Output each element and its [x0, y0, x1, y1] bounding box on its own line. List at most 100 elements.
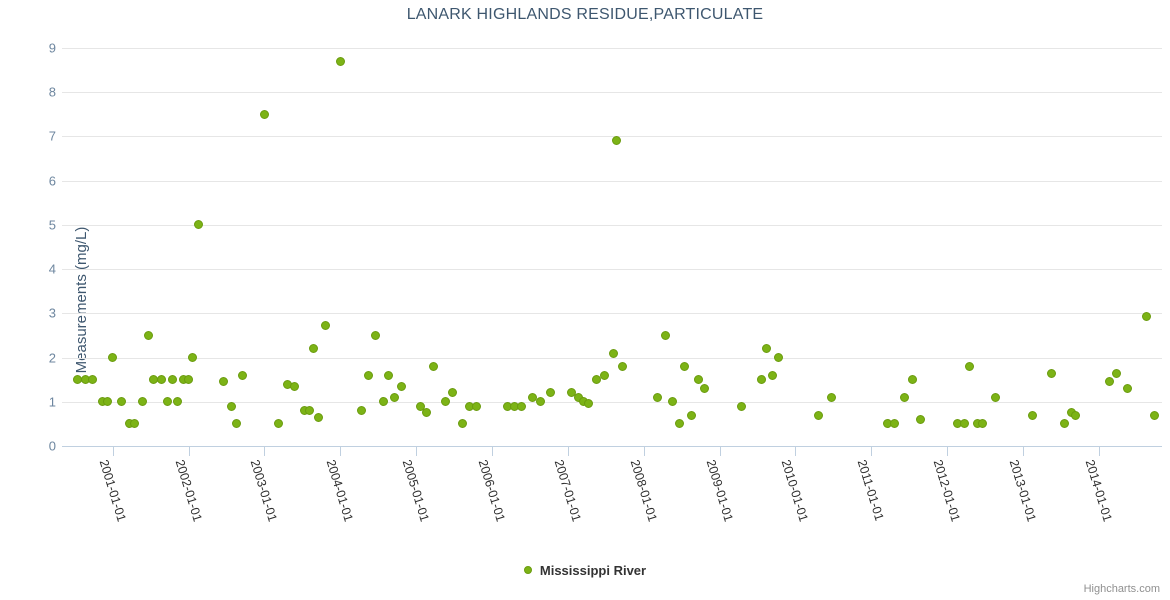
- data-point[interactable]: [813, 410, 823, 420]
- data-point[interactable]: [653, 392, 663, 402]
- data-point[interactable]: [440, 397, 450, 407]
- data-point[interactable]: [517, 401, 527, 411]
- x-axis-tick-mark: [340, 447, 342, 456]
- x-axis-tick-mark: [947, 447, 949, 456]
- x-axis-tick-mark: [112, 447, 114, 456]
- data-point[interactable]: [188, 353, 198, 363]
- data-point[interactable]: [1142, 311, 1152, 321]
- data-point[interactable]: [308, 344, 318, 354]
- data-point[interactable]: [1060, 419, 1070, 429]
- data-point[interactable]: [184, 375, 194, 385]
- data-point[interactable]: [259, 109, 269, 119]
- data-point[interactable]: [148, 375, 158, 385]
- x-axis-tick-mark: [1023, 447, 1025, 456]
- data-point[interactable]: [960, 419, 969, 429]
- data-point[interactable]: [448, 388, 458, 398]
- data-point[interactable]: [1111, 368, 1121, 378]
- data-point[interactable]: [827, 392, 837, 402]
- data-point[interactable]: [978, 419, 988, 429]
- data-point[interactable]: [162, 397, 172, 407]
- data-point[interactable]: [472, 401, 482, 411]
- data-point[interactable]: [1149, 410, 1159, 420]
- data-point[interactable]: [762, 344, 772, 354]
- data-point[interactable]: [767, 370, 777, 380]
- data-point[interactable]: [899, 392, 909, 402]
- data-point[interactable]: [583, 399, 593, 409]
- data-point[interactable]: [363, 370, 373, 380]
- data-point[interactable]: [193, 220, 203, 230]
- data-point[interactable]: [1047, 368, 1057, 378]
- legend-item[interactable]: Mississippi River: [523, 563, 646, 578]
- data-point[interactable]: [226, 401, 236, 411]
- data-point[interactable]: [422, 408, 432, 418]
- x-axis-tick-mark: [492, 447, 494, 456]
- data-point[interactable]: [609, 348, 619, 358]
- data-point[interactable]: [129, 419, 139, 429]
- gridline: [62, 401, 1162, 403]
- data-point[interactable]: [304, 406, 314, 416]
- data-point[interactable]: [429, 361, 438, 371]
- data-point[interactable]: [138, 397, 148, 407]
- data-point[interactable]: [773, 353, 783, 363]
- x-axis-tick-mark: [416, 447, 418, 456]
- data-point[interactable]: [687, 410, 697, 420]
- data-point[interactable]: [102, 397, 112, 407]
- data-point[interactable]: [457, 419, 467, 429]
- data-point[interactable]: [693, 375, 703, 385]
- data-point[interactable]: [612, 136, 622, 146]
- gridline: [62, 180, 1162, 182]
- y-axis-tick-label: 3: [48, 305, 56, 321]
- data-point[interactable]: [890, 419, 900, 429]
- data-point[interactable]: [88, 375, 98, 385]
- data-point[interactable]: [1104, 377, 1114, 387]
- data-point[interactable]: [219, 377, 229, 387]
- data-point[interactable]: [546, 388, 556, 398]
- data-point[interactable]: [396, 381, 406, 391]
- data-point[interactable]: [756, 375, 766, 385]
- data-point[interactable]: [232, 419, 242, 429]
- data-point[interactable]: [415, 401, 425, 411]
- data-point[interactable]: [108, 353, 118, 363]
- data-point[interactable]: [599, 370, 609, 380]
- highcharts-credit[interactable]: Highcharts.com: [1083, 583, 1160, 595]
- data-point[interactable]: [915, 414, 925, 424]
- data-point[interactable]: [356, 406, 366, 416]
- data-point[interactable]: [167, 375, 177, 385]
- data-point[interactable]: [990, 392, 1000, 402]
- data-point[interactable]: [237, 370, 247, 380]
- data-point[interactable]: [1070, 410, 1080, 420]
- data-point[interactable]: [116, 397, 126, 407]
- data-point[interactable]: [143, 330, 153, 340]
- data-point[interactable]: [371, 330, 381, 340]
- gridline: [62, 48, 1162, 49]
- data-point[interactable]: [320, 321, 330, 331]
- data-point[interactable]: [173, 397, 183, 407]
- x-axis-tick-mark: [871, 447, 873, 456]
- data-point[interactable]: [736, 401, 746, 411]
- data-point[interactable]: [157, 375, 167, 385]
- data-point[interactable]: [592, 375, 602, 385]
- data-point[interactable]: [274, 419, 284, 429]
- y-axis-tick-label: 5: [48, 217, 56, 233]
- data-point[interactable]: [674, 419, 684, 429]
- x-axis-tick-label: 2005-01-01: [399, 458, 432, 524]
- data-point[interactable]: [383, 370, 393, 380]
- data-point[interactable]: [390, 392, 400, 402]
- x-axis-tick-mark: [795, 447, 797, 456]
- gridline: [62, 269, 1162, 271]
- data-point[interactable]: [335, 56, 345, 66]
- data-point[interactable]: [378, 397, 388, 407]
- data-point[interactable]: [700, 384, 709, 393]
- data-point[interactable]: [289, 381, 299, 391]
- data-point[interactable]: [668, 397, 678, 407]
- data-point[interactable]: [660, 330, 670, 340]
- data-point[interactable]: [1027, 410, 1037, 420]
- data-point[interactable]: [535, 397, 545, 407]
- data-point[interactable]: [679, 361, 689, 371]
- data-point[interactable]: [908, 375, 918, 385]
- data-point[interactable]: [1123, 384, 1133, 393]
- gridline: [62, 313, 1162, 315]
- data-point[interactable]: [617, 361, 627, 371]
- data-point[interactable]: [965, 361, 975, 371]
- data-point[interactable]: [314, 412, 324, 422]
